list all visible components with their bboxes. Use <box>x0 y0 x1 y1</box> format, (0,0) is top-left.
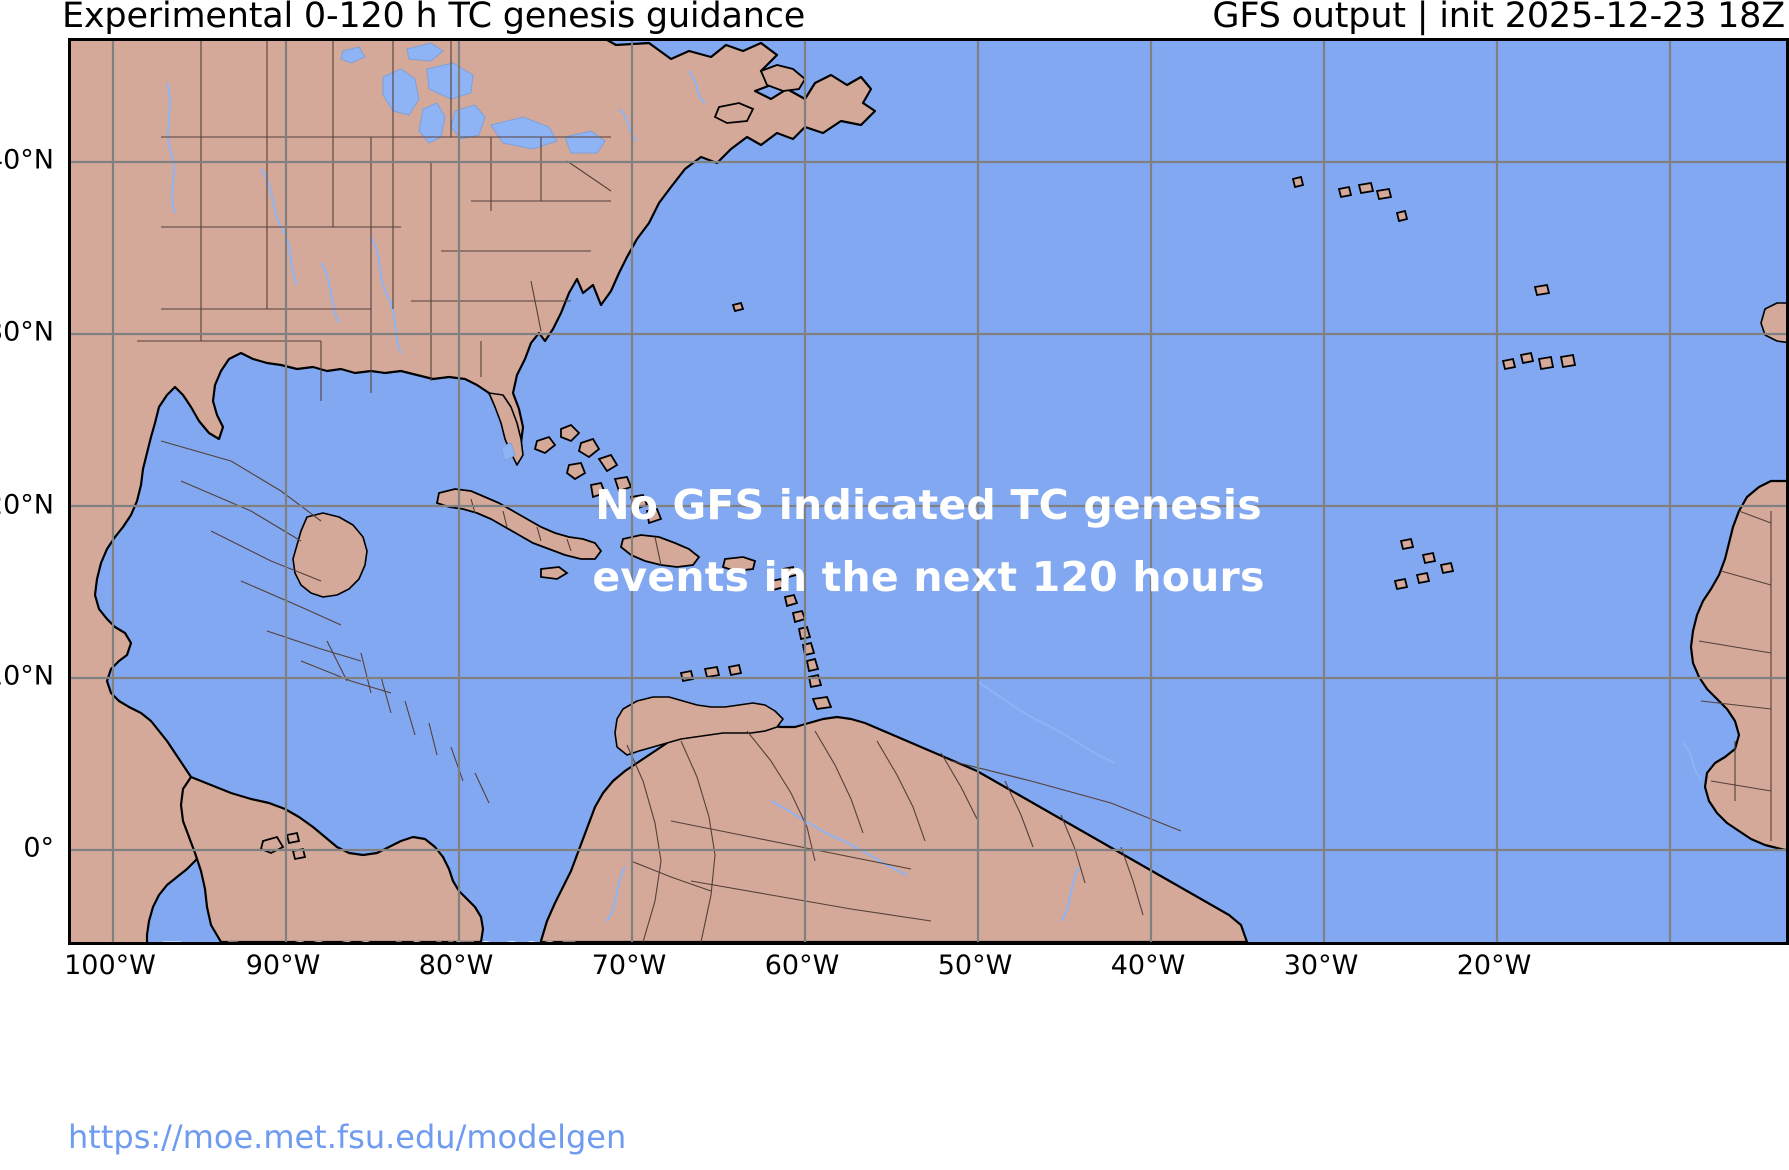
page-title: Experimental 0-120 h TC genesis guidance <box>62 0 806 36</box>
great-lakes <box>340 42 606 462</box>
azores-islands <box>1291 175 1409 223</box>
trinidad <box>811 696 833 710</box>
yucatan-peninsula <box>292 512 368 598</box>
x-tick-80w: 80°W <box>418 950 494 981</box>
puerto-rico <box>721 556 757 572</box>
y-tick-40n: 40°N <box>0 144 54 176</box>
y-tick-0: 0° <box>23 832 54 864</box>
nova-scotia <box>713 102 755 124</box>
x-tick-90w: 90°W <box>245 950 321 981</box>
x-tick-20w: 20°W <box>1456 950 1532 981</box>
central-america <box>179 775 485 942</box>
rivers <box>166 70 1702 922</box>
x-tick-70w: 70°W <box>591 950 667 981</box>
madeira <box>1533 283 1551 297</box>
africa-nw-tip <box>1760 302 1786 344</box>
map-canvas: .land { fill:#d4a999; stroke:#000000; st… <box>71 41 1786 942</box>
source-url-link[interactable]: https://moe.met.fsu.edu/modelgen <box>68 1118 627 1156</box>
bermuda <box>731 301 745 313</box>
model-init-label: GFS output | init 2025-12-23 18Z <box>1212 0 1785 36</box>
y-tick-20n: 20°N <box>0 489 54 521</box>
map-panel[interactable]: .land { fill:#d4a999; stroke:#000000; st… <box>68 38 1789 945</box>
page-header: Experimental 0-120 h TC genesis guidance… <box>0 0 1789 38</box>
political-borders <box>137 41 1772 942</box>
x-tick-40w: 40°W <box>1110 950 1186 981</box>
basemap-svg: .land { fill:#d4a999; stroke:#000000; st… <box>71 41 1786 942</box>
west-africa <box>1689 479 1786 852</box>
graticule-grid <box>71 41 1786 942</box>
x-tick-60w: 60°W <box>764 950 840 981</box>
cape-verde-islands <box>1393 537 1455 591</box>
venezuela-coast <box>614 696 784 756</box>
x-tick-100w: 100°W <box>64 950 156 981</box>
jamaica <box>540 566 569 580</box>
canary-islands <box>1501 351 1577 371</box>
y-tick-10n: 10°N <box>0 660 54 692</box>
north-america-landmass <box>71 41 877 942</box>
newfoundland <box>759 64 807 92</box>
x-tick-50w: 50°W <box>937 950 1013 981</box>
timestamp-label: Tue Dec 23 22:46 UTC 2025 <box>163 937 579 942</box>
y-tick-30n: 30°N <box>0 316 54 348</box>
x-tick-30w: 30°W <box>1283 950 1359 981</box>
florida-peninsula <box>488 392 524 466</box>
